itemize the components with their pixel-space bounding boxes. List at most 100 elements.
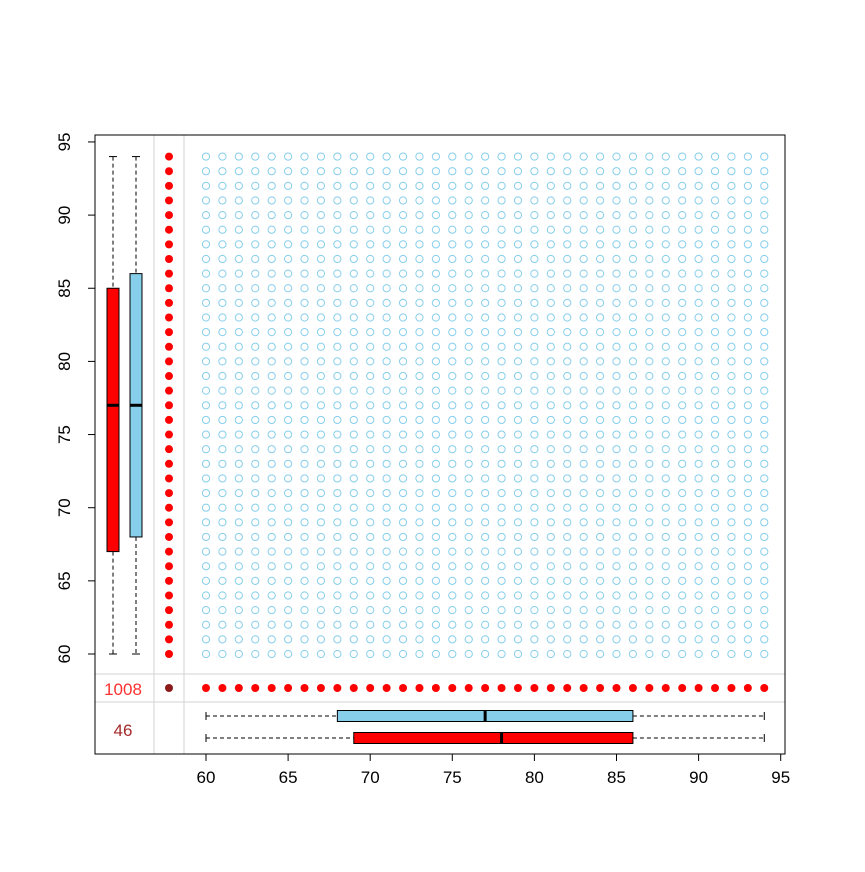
- scatter-point: [612, 503, 621, 512]
- scatter-point: [628, 284, 638, 293]
- scatter-point: [612, 269, 621, 278]
- scatter-point: [497, 415, 506, 425]
- scatter-point: [448, 298, 457, 307]
- scatter-point: [201, 576, 211, 585]
- scatter-point: [431, 415, 440, 425]
- scatter-point: [415, 386, 424, 395]
- x-tick-label: 90: [689, 768, 708, 787]
- scatter-point: [398, 328, 408, 337]
- scatter-point: [464, 518, 473, 527]
- scatter-point: [694, 415, 703, 425]
- scatter-point: [431, 342, 440, 351]
- scatter-point: [530, 606, 539, 615]
- y-missing-point: [165, 181, 173, 190]
- scatter-point: [366, 196, 375, 205]
- y-boxplot-box: [106, 287, 120, 553]
- scatter-point: [661, 532, 670, 542]
- scatter-point: [333, 254, 342, 264]
- scatter-point: [612, 474, 621, 483]
- scatter-point: [448, 167, 457, 176]
- scatter-point: [349, 357, 358, 366]
- scatter-point: [546, 503, 555, 512]
- scatter-point: [612, 620, 621, 629]
- y-missing-point: [165, 635, 173, 644]
- scatter-point: [431, 445, 440, 454]
- scatter-point: [579, 342, 588, 351]
- scatter-point: [760, 269, 769, 278]
- scatter-point: [530, 649, 539, 659]
- scatter-point: [481, 649, 490, 659]
- scatter-point: [645, 386, 654, 395]
- x-missing-point: [366, 684, 375, 692]
- scatter-point: [316, 518, 326, 527]
- scatter-point: [448, 620, 457, 629]
- scatter-point: [448, 254, 457, 264]
- scatter-point: [333, 196, 342, 205]
- scatter-point: [530, 445, 539, 454]
- scatter-point: [448, 240, 457, 249]
- scatter-point: [218, 225, 227, 234]
- scatter-point: [628, 532, 638, 542]
- scatter-point: [579, 401, 588, 410]
- scatter-point: [300, 591, 309, 600]
- scatter-point: [628, 518, 638, 527]
- scatter-point: [481, 415, 490, 425]
- scatter-point: [530, 181, 539, 190]
- y-missing-point: [165, 650, 173, 658]
- scatter-point: [760, 211, 769, 220]
- y-missing-point: [165, 328, 173, 337]
- scatter-point: [760, 371, 769, 381]
- scatter-point: [366, 415, 375, 425]
- scatter-point: [546, 488, 555, 498]
- scatter-point: [595, 196, 605, 205]
- scatter-point: [316, 415, 326, 425]
- scatter-point: [743, 635, 752, 644]
- scatter-point: [316, 635, 326, 644]
- scatter-point: [284, 445, 293, 454]
- scatter-point: [201, 401, 211, 410]
- scatter-point: [234, 532, 243, 542]
- scatter-point: [678, 415, 687, 425]
- scatter-point: [628, 298, 638, 307]
- scatter-point: [398, 591, 408, 600]
- scatter-point: [349, 430, 358, 439]
- scatter-point: [710, 562, 720, 571]
- scatter-point: [267, 167, 276, 176]
- scatter-point: [349, 225, 358, 234]
- scatter-point: [333, 357, 342, 366]
- scatter-point: [513, 532, 523, 542]
- scatter-point: [612, 532, 621, 542]
- scatter-point: [448, 532, 457, 542]
- scatter-point: [661, 401, 670, 410]
- scatter-point: [628, 240, 638, 249]
- scatter-point: [727, 167, 736, 176]
- scatter-point: [366, 167, 375, 176]
- scatter-point: [694, 240, 703, 249]
- scatter-point: [694, 606, 703, 615]
- x-missing-point: [284, 684, 293, 692]
- y-tick-label: 80: [55, 352, 74, 371]
- scatter-point: [382, 532, 391, 542]
- scatter-point: [645, 430, 654, 439]
- scatter-point: [234, 152, 243, 161]
- scatter-point: [645, 576, 654, 585]
- scatter-point: [464, 181, 473, 190]
- scatter-point: [694, 620, 703, 629]
- scatter-point: [234, 298, 243, 307]
- scatter-point: [760, 606, 769, 615]
- y-missing-count: 46: [114, 721, 133, 740]
- scatter-point: [333, 591, 342, 600]
- scatter-point: [333, 488, 342, 498]
- scatter-point: [694, 488, 703, 498]
- scatter-point: [661, 152, 670, 161]
- scatter-point: [645, 240, 654, 249]
- scatter-point: [333, 503, 342, 512]
- scatter-point: [645, 152, 654, 161]
- scatter-point: [513, 459, 523, 468]
- scatter-point: [595, 562, 605, 571]
- scatter-point: [415, 401, 424, 410]
- scatter-point: [398, 401, 408, 410]
- scatter-point: [464, 562, 473, 571]
- scatter-point: [678, 401, 687, 410]
- scatter-point: [300, 415, 309, 425]
